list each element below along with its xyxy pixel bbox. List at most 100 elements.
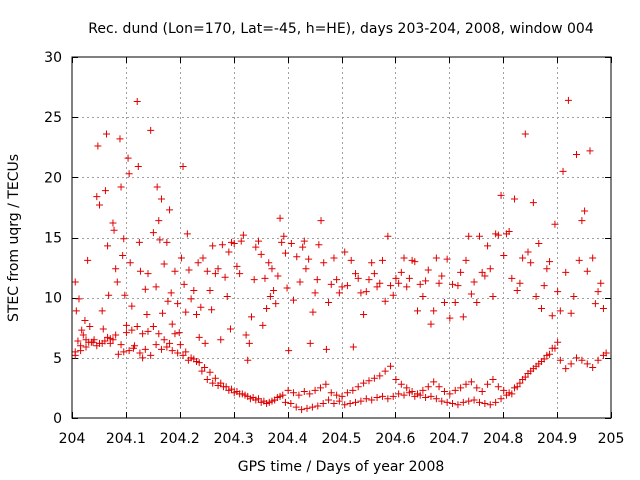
data-point [133, 323, 141, 331]
data-point [122, 321, 130, 329]
data-point [134, 163, 142, 171]
data-point [206, 286, 214, 294]
data-point [529, 199, 537, 207]
data-point [556, 356, 564, 364]
data-point [591, 300, 599, 308]
data-point [378, 256, 386, 264]
data-point [217, 336, 225, 344]
data-point [387, 282, 395, 290]
data-point [120, 348, 128, 356]
data-point [209, 379, 217, 387]
data-point [465, 232, 473, 240]
data-point [457, 384, 465, 392]
data-point [152, 341, 160, 349]
points-layer [71, 96, 610, 414]
data-point [527, 259, 535, 267]
data-point [537, 304, 545, 312]
data-point [201, 363, 209, 371]
data-point [454, 282, 462, 290]
data-point [467, 290, 475, 298]
data-point [564, 96, 572, 104]
data-point [176, 341, 184, 349]
data-point [478, 268, 486, 276]
data-point [543, 351, 551, 359]
data-point [330, 400, 338, 408]
data-point [459, 313, 467, 321]
data-point [360, 379, 368, 387]
x-tick-label: 204.1 [106, 431, 146, 447]
data-point [252, 243, 260, 251]
data-point [354, 274, 362, 282]
data-point [125, 347, 133, 355]
data-point [484, 242, 492, 250]
data-point [74, 337, 82, 345]
tick-layer [72, 57, 612, 419]
data-point [373, 394, 381, 402]
data-point [153, 183, 161, 191]
data-point [214, 382, 222, 390]
data-point [79, 331, 87, 339]
data-point [489, 292, 497, 300]
data-point [223, 292, 231, 300]
data-point [540, 282, 548, 290]
data-point [325, 298, 333, 306]
y-tick-label: 20 [44, 170, 62, 186]
data-point [211, 270, 219, 278]
data-point [551, 220, 559, 228]
data-point [168, 320, 176, 328]
data-point [128, 302, 136, 310]
data-point [139, 330, 147, 338]
data-point [214, 265, 222, 273]
data-point [559, 167, 567, 175]
data-point [594, 288, 602, 296]
data-point [120, 235, 128, 243]
data-point [98, 307, 106, 315]
data-point [360, 311, 368, 319]
data-point [424, 266, 432, 274]
data-point [315, 241, 323, 249]
data-point [397, 380, 405, 388]
data-point [246, 395, 254, 403]
data-point [95, 201, 103, 209]
data-point [236, 390, 244, 398]
data-point [511, 384, 519, 392]
data-point [422, 394, 430, 402]
data-point [392, 274, 400, 282]
data-point [422, 277, 430, 285]
data-point [320, 259, 328, 267]
data-point [316, 384, 324, 392]
data-point [562, 365, 570, 373]
data-point [532, 362, 540, 370]
data-point [438, 397, 446, 405]
data-point [237, 237, 245, 245]
x-tick-label: 204.5 [321, 431, 361, 447]
data-point [327, 389, 335, 397]
y-tick-label: 0 [53, 411, 62, 427]
data-point [524, 248, 532, 256]
data-point [516, 279, 524, 287]
data-point [583, 267, 591, 275]
data-point [135, 238, 143, 246]
data-point [187, 354, 195, 362]
data-point [341, 401, 349, 409]
data-point [221, 273, 229, 281]
data-point [365, 377, 373, 385]
data-point [314, 402, 322, 410]
data-point [225, 248, 233, 256]
data-point [362, 395, 370, 403]
data-point [167, 289, 175, 297]
data-point [357, 289, 365, 297]
data-point [159, 309, 167, 317]
data-point [193, 357, 201, 365]
data-point [338, 392, 346, 400]
data-point [362, 288, 370, 296]
data-point [467, 378, 475, 386]
data-point [284, 386, 292, 394]
data-point [166, 206, 174, 214]
data-point [475, 232, 483, 240]
data-point [211, 374, 219, 382]
data-point [432, 395, 440, 403]
data-point [430, 378, 438, 386]
data-point [430, 307, 438, 315]
